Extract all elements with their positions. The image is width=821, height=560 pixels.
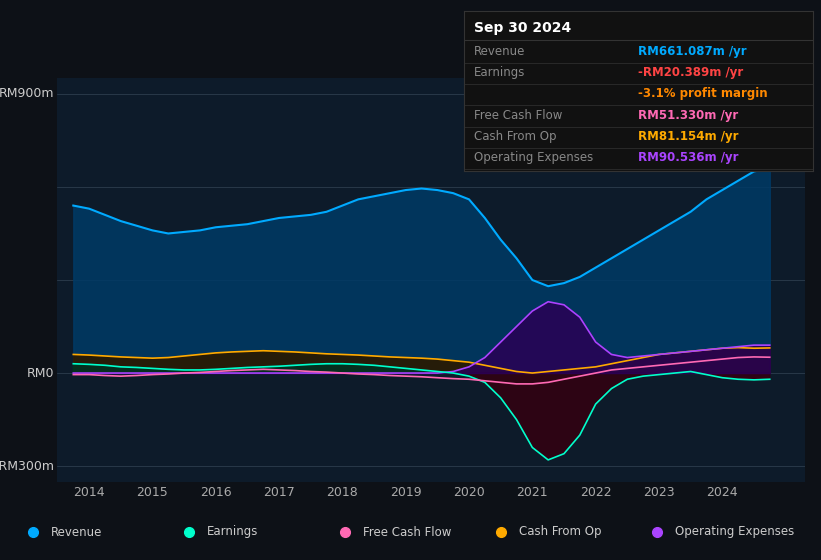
Text: -RM20.389m /yr: -RM20.389m /yr (639, 66, 744, 79)
Text: Free Cash Flow: Free Cash Flow (475, 109, 562, 122)
Text: RM661.087m /yr: RM661.087m /yr (639, 45, 747, 58)
Text: Revenue: Revenue (475, 45, 525, 58)
Text: Cash From Op: Cash From Op (519, 525, 601, 539)
Text: RM0: RM0 (27, 367, 54, 380)
Text: Cash From Op: Cash From Op (475, 130, 557, 143)
Text: Operating Expenses: Operating Expenses (675, 525, 794, 539)
Text: -3.1% profit margin: -3.1% profit margin (639, 87, 768, 100)
Text: Revenue: Revenue (51, 525, 103, 539)
Text: Free Cash Flow: Free Cash Flow (363, 525, 452, 539)
Text: RM90.536m /yr: RM90.536m /yr (639, 151, 739, 164)
Text: RM81.154m /yr: RM81.154m /yr (639, 130, 739, 143)
Text: Earnings: Earnings (207, 525, 259, 539)
Text: RM900m: RM900m (0, 87, 54, 100)
Text: Sep 30 2024: Sep 30 2024 (475, 21, 571, 35)
Text: Operating Expenses: Operating Expenses (475, 151, 594, 164)
Text: Earnings: Earnings (475, 66, 525, 79)
Text: RM51.330m /yr: RM51.330m /yr (639, 109, 739, 122)
Text: -RM300m: -RM300m (0, 460, 54, 473)
